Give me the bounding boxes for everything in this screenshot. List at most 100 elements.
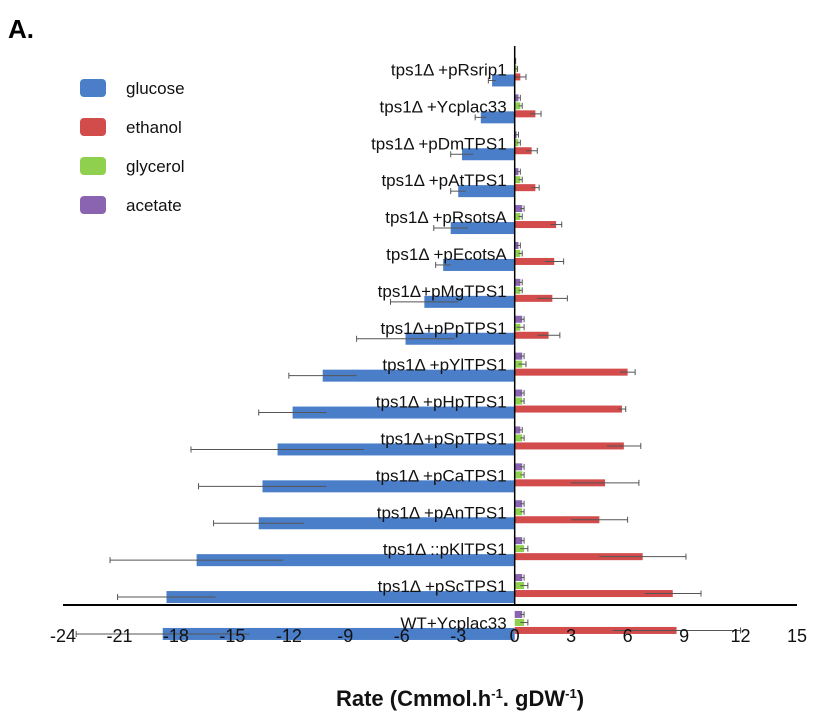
panel-label: A.: [8, 14, 34, 44]
legend-swatch-glucose: [80, 79, 106, 97]
category-label: tps1Δ +pEcotsA: [386, 245, 507, 264]
x-axis-title-main: Rate (Cmmol.h: [336, 686, 491, 711]
bar-ethanol: [514, 221, 557, 229]
category-label: tps1Δ +pYlTPS1: [382, 356, 506, 375]
bar-glucose: [277, 443, 515, 456]
bar-ethanol: [514, 147, 532, 155]
bar-glycerol: [514, 582, 525, 590]
legend-label-glucose: glucose: [126, 79, 185, 98]
bar-glucose: [322, 369, 515, 382]
bar-glucose: [443, 258, 515, 271]
category-label: tps1Δ +pScTPS1: [378, 577, 507, 596]
bar-ethanol: [514, 331, 549, 339]
x-tick-label: -21: [106, 626, 132, 646]
bar-ethanol: [514, 590, 673, 598]
bar-ethanol: [514, 294, 553, 302]
legend-label-acetate: acetate: [126, 196, 182, 215]
legend-swatch-acetate: [80, 196, 106, 214]
bar-ethanol: [514, 257, 555, 265]
x-tick-label: -18: [163, 626, 189, 646]
category-label: tps1Δ+pPpTPS1: [381, 319, 507, 338]
legend: glucose ethanol glycerol acetate: [80, 79, 185, 215]
bar-ethanol: [514, 553, 643, 561]
bar-glycerol: [514, 434, 523, 442]
x-axis: -24 -21 -18 -15 -12 -9 -6 -3 0 3 6 9 12 15: [50, 46, 807, 646]
category-label: tps1Δ +pHpTPS1: [376, 393, 507, 412]
bar-glucose: [262, 480, 515, 493]
bar-glucose: [450, 222, 515, 235]
bar-ethanol: [514, 405, 622, 413]
x-tick-label: 6: [623, 626, 633, 646]
bar-glucose: [196, 554, 515, 567]
bar-acetate: [514, 278, 521, 286]
bar-ethanol: [514, 184, 536, 192]
x-tick-label: -6: [394, 626, 410, 646]
category-label: tps1Δ ::pKlTPS1: [383, 540, 507, 559]
bar-glycerol: [514, 471, 523, 479]
bar-acetate: [514, 574, 523, 582]
bars-group: [75, 57, 742, 640]
legend-label-glycerol: glycerol: [126, 157, 185, 176]
bar-acetate: [514, 426, 521, 434]
legend-swatch-glycerol: [80, 157, 106, 175]
bar-glucose: [405, 332, 515, 345]
x-tick-label: -9: [337, 626, 353, 646]
bar-glucose: [492, 74, 515, 87]
x-axis-title-sup1: -1: [491, 686, 503, 701]
bar-ethanol: [514, 626, 677, 634]
bar-ethanol: [514, 368, 628, 376]
x-tick-label: 0: [510, 626, 520, 646]
category-label: WT+Ycplac33: [400, 614, 506, 633]
x-tick-label: -12: [276, 626, 302, 646]
x-axis-title-sup2: -1: [565, 686, 577, 701]
x-tick-label: 9: [679, 626, 689, 646]
bar-acetate: [514, 463, 523, 471]
bar-acetate: [514, 500, 523, 508]
bar-acetate: [514, 389, 523, 397]
category-label: tps1Δ+pSpTPS1: [381, 429, 507, 448]
bar-ethanol: [514, 479, 606, 487]
x-tick-label: 15: [787, 626, 807, 646]
x-tick-label: 12: [731, 626, 751, 646]
bar-acetate: [514, 315, 523, 323]
legend-label-ethanol: ethanol: [126, 118, 182, 137]
bar-ethanol: [514, 516, 600, 524]
bar-glucose: [458, 185, 515, 198]
bar-glucose: [166, 591, 515, 604]
category-label: tps1Δ+pMgTPS1: [378, 282, 507, 301]
legend-swatch-ethanol: [80, 118, 106, 136]
bar-glycerol: [514, 213, 521, 221]
bar-acetate: [514, 352, 523, 360]
bar-glucose: [480, 111, 515, 124]
bar-ethanol: [514, 110, 536, 118]
category-label: tps1Δ +pCaTPS1: [376, 466, 507, 485]
bar-glycerol: [514, 618, 525, 626]
bar-glucose: [258, 517, 515, 530]
x-tick-label: 3: [566, 626, 576, 646]
category-label: tps1Δ +pRsrip1: [391, 60, 507, 79]
bar-glucose: [162, 627, 515, 640]
bar-glycerol: [514, 545, 525, 553]
bar-glycerol: [514, 102, 521, 110]
bar-glycerol: [514, 176, 521, 184]
category-label: tps1Δ +pAtTPS1: [381, 171, 506, 190]
bar-glucose: [461, 148, 515, 161]
bar-acetate: [514, 537, 523, 545]
category-label: tps1Δ +pDmTPS1: [371, 134, 507, 153]
bar-glucose: [292, 406, 515, 419]
x-axis-title-end: ): [577, 686, 584, 711]
category-label: tps1Δ +pRsotsA: [385, 208, 507, 227]
x-axis-title: Rate (Cmmol.h-1. gDW-1): [336, 686, 584, 711]
bar-glycerol: [514, 249, 521, 257]
x-tick-label: -15: [219, 626, 245, 646]
bar-acetate: [514, 205, 523, 213]
bar-ethanol: [514, 442, 624, 450]
category-label: tps1Δ +Ycplac33: [380, 97, 507, 116]
bar-acetate: [514, 610, 523, 618]
bar-glucose: [424, 295, 515, 308]
x-tick-label: -3: [450, 626, 466, 646]
bar-glycerol: [514, 508, 523, 516]
category-label: tps1Δ +pAnTPS1: [377, 503, 507, 522]
bar-glycerol: [514, 397, 523, 405]
